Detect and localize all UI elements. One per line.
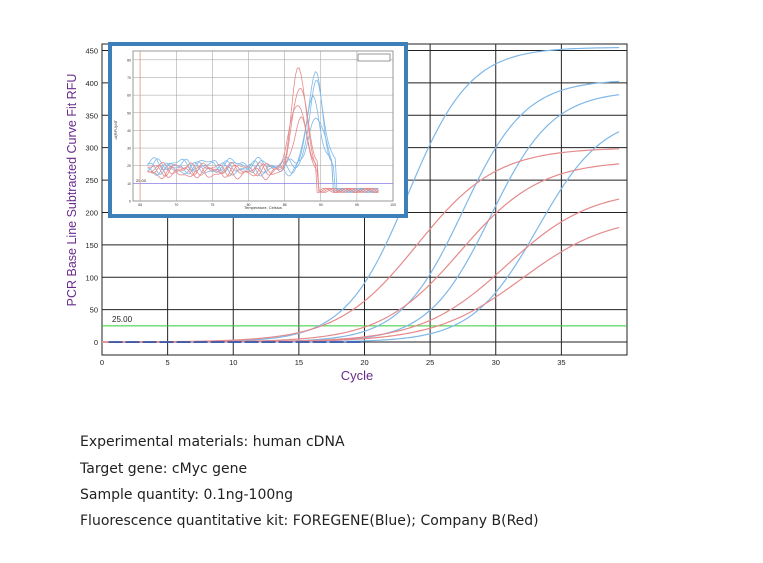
- inset-y-tick-labels: 0 10 20 30 40 50 60 70 80: [127, 58, 131, 203]
- melt-curve-inset: 0 10 20 30 40 50 60 70 80 65 70 75 80 85 90 95 100 25.0…: [108, 42, 408, 218]
- y-tick-label: 150: [85, 241, 98, 250]
- y-axis-tick-labels: 0 50 100 150 200 250 300 350 400 450: [85, 46, 98, 347]
- inset-y-tick-label: 50: [127, 111, 131, 115]
- caption-sample-quantity: Sample quantity: 0.1ng-100ng: [80, 487, 294, 503]
- inset-x-axis-label: Temperature, Celsius: [244, 205, 282, 210]
- inset-threshold-label: 25.00: [136, 178, 147, 183]
- inset-melt-curves: [147, 67, 379, 193]
- inset-y-tick-label: 60: [127, 94, 131, 98]
- inset-y-axis-label: -d(RFU)/dT: [113, 119, 118, 140]
- x-tick-label: 30: [492, 358, 500, 367]
- inset-x-tick-label: 100: [390, 203, 396, 207]
- inset-y-tick-label: 0: [129, 200, 131, 204]
- y-tick-label: 100: [85, 273, 98, 282]
- inset-melt-curve-company-b: [147, 67, 379, 193]
- inset-x-tick-label: 90: [319, 203, 323, 207]
- inset-melt-curve-foregene: [147, 95, 379, 193]
- x-tick-label: 0: [100, 358, 104, 367]
- x-tick-label: 20: [360, 358, 368, 367]
- inset-x-tick-label: 70: [174, 203, 178, 207]
- inset-x-tick-label: 75: [210, 203, 214, 207]
- caption-target-gene: Target gene: cMyc gene: [80, 461, 248, 477]
- inset-x-tick-label: 65: [138, 203, 142, 207]
- y-tick-label: 200: [85, 208, 98, 217]
- y-tick-label: 350: [85, 111, 98, 120]
- inset-melt-curve-company-b: [147, 116, 379, 193]
- inset-x-tick-label: 80: [247, 203, 251, 207]
- x-tick-label: 35: [557, 358, 565, 367]
- inset-y-tick-label: 20: [127, 164, 131, 168]
- inset-y-tick-label: 80: [127, 58, 131, 62]
- y-tick-label: 400: [85, 79, 98, 88]
- inset-melt-curve-company-b: [147, 105, 379, 193]
- inset-x-tick-label: 85: [283, 203, 287, 207]
- inset-x-tick-label: 95: [355, 203, 359, 207]
- y-tick-label: 50: [90, 306, 98, 315]
- inset-melt-curve-foregene: [147, 117, 379, 193]
- inset-x-tick-labels: 65 70 75 80 85 90 95 100: [138, 203, 396, 207]
- x-tick-label: 15: [295, 358, 303, 367]
- x-axis-tick-labels: 0 5 10 15 20 25 30 35: [100, 358, 566, 367]
- caption-materials: Experimental materials: human cDNA: [80, 434, 345, 450]
- y-tick-label: 250: [85, 176, 98, 185]
- caption-kit: Fluorescence quantitative kit: FOREGENE(…: [80, 513, 539, 529]
- amplification-curves: [101, 46, 620, 343]
- inset-plot-area: [132, 50, 394, 202]
- y-tick-label: 300: [85, 144, 98, 153]
- y-tick-label: 0: [94, 338, 98, 347]
- threshold-label: 25.00: [112, 315, 133, 324]
- x-axis-label: Cycle: [341, 368, 374, 383]
- y-axis-label: PCR Base Line Subtracted Curve Fit RFU: [65, 74, 79, 307]
- x-tick-label: 25: [426, 358, 434, 367]
- y-tick-label: 450: [85, 46, 98, 55]
- inset-y-tick-label: 30: [127, 147, 131, 151]
- x-tick-label: 5: [166, 358, 170, 367]
- x-tick-label: 10: [229, 358, 237, 367]
- inset-y-tick-label: 70: [127, 76, 131, 80]
- inset-y-tick-label: 40: [127, 129, 131, 133]
- inset-melt-curve-company-b: [147, 88, 379, 193]
- inset-y-tick-label: 10: [127, 182, 131, 186]
- inset-legend-box: [357, 53, 391, 62]
